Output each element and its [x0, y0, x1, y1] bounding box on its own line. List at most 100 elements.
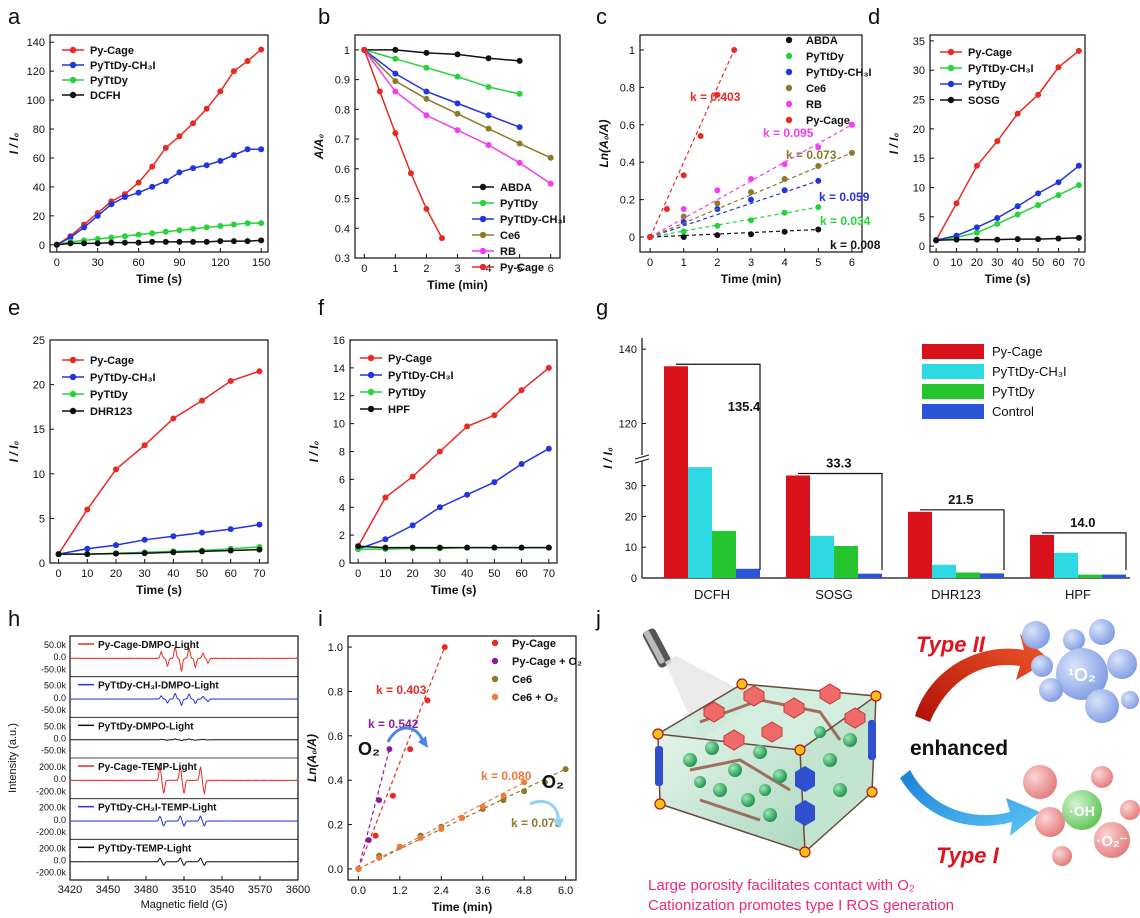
panel-c-legend-label: Py-Cage	[806, 115, 850, 127]
panel-i-xtick-label: 2.4	[434, 885, 449, 897]
panel-e-xtick-label: 0	[56, 568, 62, 580]
rate-constant-label: k = 0.403	[690, 90, 741, 104]
panel-d-legend-marker	[947, 48, 955, 56]
data-point	[190, 120, 197, 127]
panel-d-ytick-label: 15	[913, 153, 925, 165]
panel-h-ytick-label: 0.0	[53, 652, 66, 662]
panel-f-xtick-label: 40	[461, 568, 473, 580]
data-point	[848, 121, 855, 128]
data-point	[135, 231, 142, 238]
panel-d-xtick-label: 40	[1012, 257, 1024, 269]
panel-d: 0 10 20 30 40 50 60 70 0 5 10 15 20 25 30 35 Time (s) I /…	[887, 34, 1086, 286]
data-point	[84, 551, 91, 558]
panel-e-legend-marker	[69, 373, 77, 381]
data-point	[409, 544, 416, 551]
bar	[858, 573, 882, 578]
panel-f-ytick-label: 16	[333, 335, 345, 347]
data-point	[409, 473, 416, 480]
epr-spectrum	[69, 857, 298, 867]
panel-h-legend-label: PyTtDy-CH₃I-DMPO-Light	[98, 681, 219, 692]
data-point	[84, 506, 91, 513]
data-point	[256, 368, 263, 375]
data-point	[396, 843, 403, 850]
panel-d-xtick-label: 30	[991, 257, 1003, 269]
panel-d-ytick-label: 0	[919, 241, 925, 253]
data-point	[199, 548, 206, 555]
axis-break-mark	[634, 458, 650, 464]
type-i-arrow	[900, 770, 1040, 836]
panel-g-category-label: HPF	[1065, 587, 1091, 602]
panel-h-legend-label: PyTtDy-DMPO-Light	[98, 721, 194, 732]
data-point	[135, 189, 142, 196]
panel-g-legend-label: PyTtDy-CH₃I	[992, 364, 1067, 379]
panel-f-legend-marker	[367, 405, 375, 413]
data-point	[714, 187, 721, 194]
panel-a-xtick-label: 150	[252, 257, 270, 269]
panel-c-legend-marker	[785, 36, 793, 44]
data-point	[1035, 202, 1042, 209]
panel-e-ytick-label: 5	[39, 513, 45, 525]
panel-c-xtick-label: 5	[815, 257, 821, 269]
data-point	[815, 144, 822, 151]
panel-b-legend-label: RB	[500, 246, 516, 258]
fit-line	[357, 748, 391, 870]
panel-e-xtick-label: 10	[81, 568, 93, 580]
bar	[932, 564, 956, 578]
panel-e-ytick-label: 25	[33, 335, 45, 347]
panel-f-xtick-label: 50	[488, 568, 500, 580]
data-point	[217, 222, 224, 229]
data-point	[454, 110, 461, 117]
panel-e-xtick-label: 70	[253, 568, 265, 580]
panel-c-ytick-label: 0.6	[620, 120, 635, 132]
panel-c: 0 1 2 3 4 5 6 0 0.2 0.4 0.6 0.8 1 Time (min) Ln(A₀/A) k…	[597, 34, 881, 286]
panel-i: 0.0 1.2 2.4 3.6 4.8 6.0 0.0 0.2 0.4 0.6 0.8 1.0 Time…	[305, 635, 582, 914]
panel-a-legend-label: Py-Cage	[90, 45, 134, 57]
data-point	[121, 194, 128, 201]
data-point	[485, 55, 492, 62]
fit-line	[649, 206, 819, 238]
rate-constant-label: k = 0.403	[376, 683, 427, 697]
data-point	[516, 57, 523, 64]
data-point	[994, 138, 1001, 145]
panel-d-legend-label: PyTtDy-CH₃I	[968, 63, 1034, 75]
data-point	[230, 152, 237, 159]
panel-g-legend-swatch	[922, 384, 984, 399]
panel-d-ytick-label: 30	[913, 65, 925, 77]
panel-h-ytick-label: -200.0k	[36, 827, 67, 837]
data-point	[464, 544, 471, 551]
series-line	[358, 545, 549, 549]
data-point	[392, 70, 399, 77]
panel-f-xtick-label: 10	[379, 568, 391, 580]
caption-line-1: Large porosity facilitates contact with …	[648, 877, 915, 894]
panel-d-xtick-label: 70	[1073, 257, 1085, 269]
bar-annotation: 135.4	[728, 399, 761, 414]
panel-i-legend-label: Py-Cage	[512, 638, 556, 650]
cation-markers	[652, 678, 882, 858]
panel-letter-g: g	[596, 295, 608, 320]
epr-spectrum	[69, 646, 298, 673]
panel-f-ytick-label: 14	[333, 363, 345, 375]
panel-i-ytick-label: 0.2	[328, 820, 343, 832]
panel-a-ytick-label: 0	[39, 240, 45, 252]
series-line	[936, 237, 1079, 242]
data-point	[491, 544, 498, 551]
rate-constant-label: k = 0.095	[763, 126, 814, 140]
panel-a-y-axis-label: I / I₀	[7, 133, 21, 155]
rate-constant-label: k = 0.008	[830, 238, 881, 252]
panel-c-xtick-label: 6	[849, 257, 855, 269]
panel-h-y-axis-label: Intensity (a.u.)	[7, 723, 19, 793]
panel-i-x-axis-label: Time (min)	[432, 900, 492, 914]
data-point	[230, 221, 237, 228]
panel-f-legend-label: PyTtDy-CH₃I	[388, 370, 454, 382]
panel-a-ytick-label: 120	[27, 66, 45, 78]
data-point	[382, 536, 389, 543]
panel-f-y-axis-label: I / I₀	[307, 441, 321, 463]
epr-spectrum	[69, 815, 298, 827]
panel-d-xtick-label: 20	[971, 257, 983, 269]
panel-c-legend-label: PyTtDy	[806, 51, 845, 63]
panel-d-frame	[929, 34, 1086, 253]
data-point	[386, 746, 393, 753]
panel-h-x-axis-label: Magnetic field (G)	[141, 899, 228, 911]
data-point	[244, 220, 251, 227]
panel-a-ytick-label: 60	[33, 153, 45, 165]
